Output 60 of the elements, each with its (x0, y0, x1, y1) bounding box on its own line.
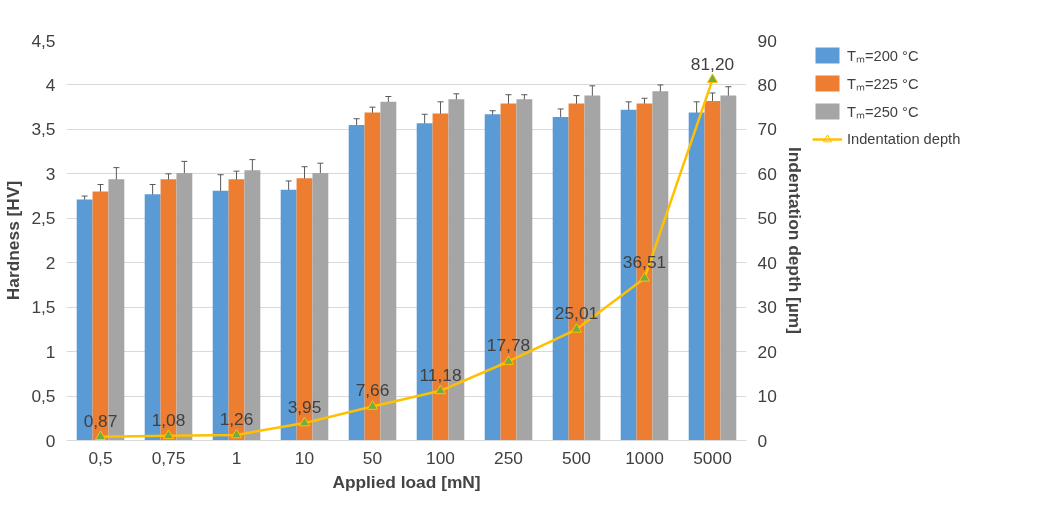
data-label: 36,51 (622, 252, 667, 273)
y2-tick-label: 0 (757, 430, 768, 451)
legend-label: Tₘ=250 °C (847, 103, 919, 121)
data-label: 1,26 (219, 408, 254, 429)
data-label: 1,08 (151, 409, 186, 430)
y-tick-label: 4 (45, 74, 56, 95)
point (503, 355, 514, 365)
x-tick-label: 250 (494, 447, 523, 468)
legend-label: Indentation depth (847, 131, 961, 147)
x-tick-label: 10 (294, 447, 315, 468)
y-tick-label: 3 (45, 163, 56, 184)
point (163, 429, 174, 440)
y-tick-label: 1 (45, 341, 56, 362)
y2-axis-title: Indentation depth [µm] (784, 146, 805, 335)
data-label: 7,66 (355, 380, 390, 401)
y2-tick-label: 70 (757, 119, 777, 140)
data-label: 25,01 (554, 303, 599, 324)
y-tick-label: 2 (45, 252, 56, 273)
y2-tick-label: 80 (757, 74, 777, 95)
point (95, 430, 106, 441)
x-tick-label: 100 (426, 447, 455, 468)
x-tick-label: 0,5 (88, 447, 113, 468)
bar (704, 100, 721, 441)
point (707, 73, 718, 83)
x-axis-title: Applied load [mN] (332, 471, 481, 492)
point (435, 384, 446, 395)
y2-tick-label: 40 (757, 252, 777, 273)
y2-tick-label: 20 (757, 341, 777, 362)
bar (688, 112, 705, 441)
y2-tick-label: 50 (757, 208, 777, 229)
legend-label: Tₘ=225 °C (847, 75, 919, 93)
data-label: 81,20 (690, 53, 735, 74)
data-label: 0,87 (83, 410, 118, 431)
y-tick-label: 2,5 (31, 208, 56, 229)
y2-tick-label: 90 (757, 30, 777, 51)
y-tick-label: 0,5 (31, 386, 56, 407)
y2-tick-label: 30 (757, 297, 777, 318)
x-tick-label: 0,75 (151, 447, 186, 468)
x-tick-label: 50 (362, 447, 383, 468)
point (299, 416, 310, 427)
point (571, 323, 582, 333)
y-tick-label: 1,5 (31, 297, 56, 318)
y2-tick-label: 60 (757, 163, 777, 184)
data-label: 3,95 (287, 396, 322, 417)
x-tick-label: 1000 (625, 447, 664, 468)
point (367, 400, 378, 410)
x-tick-label: 500 (562, 447, 591, 468)
y-tick-label: 3,5 (31, 119, 56, 140)
y-tick-label: 0 (45, 430, 56, 451)
y2-tick-label: 10 (757, 386, 777, 407)
y-tick-label: 4,5 (31, 30, 56, 51)
y-axis-title: Hardness [HV] (3, 180, 24, 301)
point (231, 428, 242, 439)
x-tick-label: 5000 (693, 447, 732, 468)
point (639, 271, 650, 282)
data-label: 17,78 (486, 335, 531, 356)
x-tick-label: 1 (231, 447, 242, 468)
data-label: 11,18 (419, 364, 462, 385)
legend-label: Tₘ=200 °C (847, 47, 919, 65)
bar (720, 95, 737, 441)
